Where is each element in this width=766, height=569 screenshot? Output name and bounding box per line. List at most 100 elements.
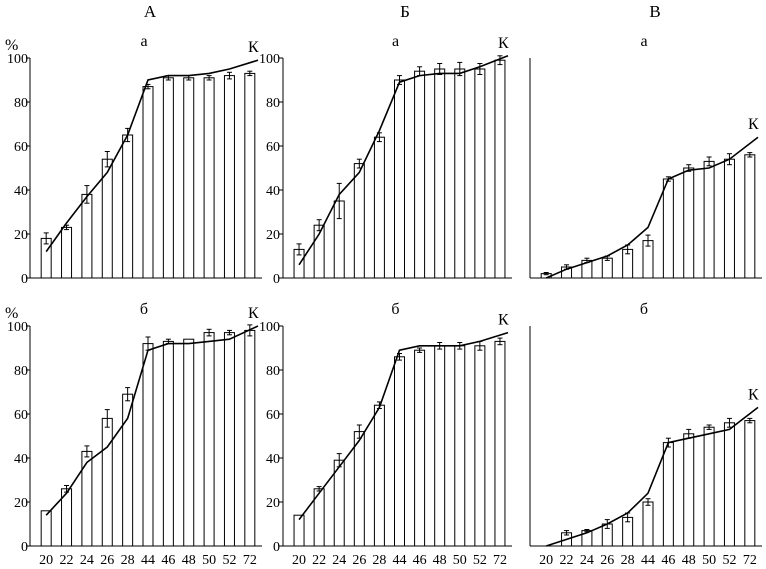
bar (454, 345, 466, 547)
y-tick-label: 100 (259, 52, 280, 67)
bar (203, 77, 215, 279)
x-tick-label: 20 (539, 553, 553, 568)
chart-panel: Ка (529, 33, 762, 279)
bar (662, 178, 674, 279)
column-header-b: Б (400, 2, 410, 21)
error-bar (84, 185, 90, 204)
x-tick-label: 28 (372, 553, 386, 568)
error-bar (226, 329, 232, 336)
bar (373, 136, 385, 279)
x-tick-label: 20 (292, 553, 306, 568)
bar (101, 417, 113, 547)
error-bar (125, 387, 131, 402)
x-tick-label: 26 (600, 553, 614, 568)
error-bar (477, 63, 483, 75)
bar (683, 167, 695, 279)
y-unit-top: % (5, 37, 18, 54)
series-label: К (248, 39, 259, 56)
bar (683, 433, 695, 547)
bar (293, 514, 305, 547)
x-tick-label: 48 (682, 553, 696, 568)
x-tick-label: 50 (453, 553, 467, 568)
bar (353, 163, 365, 279)
bar (494, 340, 506, 547)
y-tick-label: 100 (7, 52, 28, 67)
bar (183, 77, 195, 279)
y-tick-label: 80 (266, 96, 280, 111)
bar (244, 329, 256, 547)
bar (494, 59, 506, 279)
column-header-a: А (144, 2, 157, 21)
bar (434, 68, 446, 279)
bar (142, 343, 154, 547)
error-bar (747, 152, 753, 158)
series-label: К (748, 116, 759, 133)
y-tick-label: 100 (7, 320, 28, 335)
x-tick-label: 24 (332, 553, 346, 568)
series-line (298, 55, 509, 266)
chart-panel: 0 20 40 60 80 100 Кб 20 22 24 26 28 44 46 48 50 52 72 (259, 301, 512, 568)
error-bar (417, 347, 423, 353)
y-tick-label: 0 (273, 272, 280, 287)
bar (454, 68, 466, 279)
chart-panel: 0 20 40 60 80 100 Ка (7, 33, 262, 287)
bar (81, 450, 93, 547)
x-tick-label: 72 (493, 553, 507, 568)
chart-panel: Кб 20 22 24 26 28 44 46 48 50 52 72 (529, 301, 762, 568)
panel-label: б (140, 301, 148, 318)
bar (183, 338, 195, 547)
y-unit-bottom: % (5, 305, 18, 322)
x-tick-label: 24 (580, 553, 594, 568)
x-tick-label: 50 (202, 553, 216, 568)
x-tick-label: 52 (222, 553, 236, 568)
bar (601, 257, 613, 279)
bar (723, 158, 735, 279)
y-tick-label: 60 (14, 140, 28, 155)
panels: 020406080100Ка020406080100КаКа0204060801… (7, 33, 762, 568)
error-bar (747, 417, 753, 424)
series-line (298, 331, 509, 521)
error-bar (706, 424, 712, 430)
y-tick-label: 0 (21, 272, 28, 287)
x-tick-label: 52 (722, 553, 736, 568)
panel-label: а (640, 33, 647, 50)
error-bar (296, 243, 302, 256)
bar (81, 193, 93, 279)
panel-label: а (140, 33, 147, 50)
y-tick-label: 80 (14, 96, 28, 111)
y-tick-label: 80 (266, 364, 280, 379)
error-bar (226, 71, 232, 80)
x-tick-label: 22 (60, 553, 74, 568)
x-tick-label: 22 (560, 553, 574, 568)
y-tick-label: 40 (14, 184, 28, 199)
bar (723, 422, 735, 547)
x-tick-label: 48 (433, 553, 447, 568)
bar (373, 404, 385, 547)
bar (203, 332, 215, 547)
y-tick-label: 20 (14, 496, 28, 511)
series-line (545, 136, 759, 279)
bar (40, 510, 52, 547)
series-line (45, 325, 259, 516)
error-bar (564, 530, 570, 536)
y-tick-label: 40 (266, 184, 280, 199)
x-tick-label: 20 (39, 553, 53, 568)
x-tick-label: 46 (661, 553, 675, 568)
bar (703, 426, 715, 547)
series-label: К (498, 312, 509, 329)
x-tick-label: 26 (100, 553, 114, 568)
x-tick-label: 72 (243, 553, 257, 568)
bar (244, 72, 256, 279)
bar (474, 345, 486, 547)
error-bar (104, 409, 110, 428)
bar (333, 459, 345, 547)
y-tick-label: 60 (14, 408, 28, 423)
x-tick-label: 46 (413, 553, 427, 568)
bar (642, 501, 654, 547)
x-tick-label: 28 (621, 553, 635, 568)
bar (353, 431, 365, 547)
error-bar (206, 328, 212, 337)
x-tick-label: 44 (141, 553, 155, 568)
bar (744, 154, 756, 279)
